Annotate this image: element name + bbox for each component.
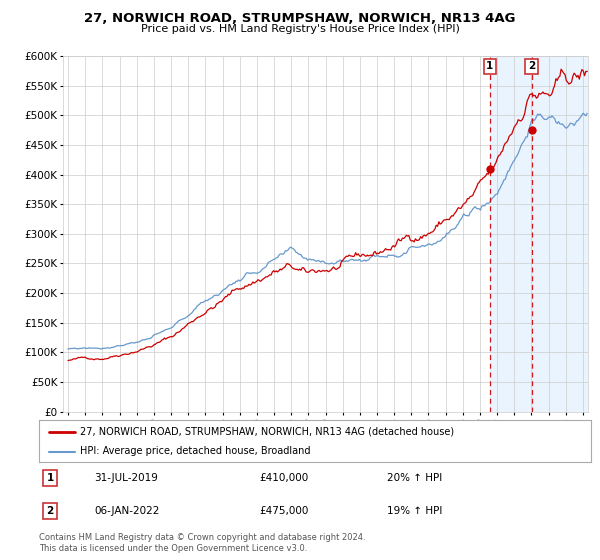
Text: £410,000: £410,000 bbox=[260, 473, 309, 483]
Text: 19% ↑ HPI: 19% ↑ HPI bbox=[387, 506, 442, 516]
Text: 27, NORWICH ROAD, STRUMPSHAW, NORWICH, NR13 4AG (detached house): 27, NORWICH ROAD, STRUMPSHAW, NORWICH, N… bbox=[80, 427, 455, 437]
Text: 20% ↑ HPI: 20% ↑ HPI bbox=[387, 473, 442, 483]
Text: £475,000: £475,000 bbox=[260, 506, 309, 516]
Text: 1: 1 bbox=[486, 62, 493, 71]
Text: Price paid vs. HM Land Registry's House Price Index (HPI): Price paid vs. HM Land Registry's House … bbox=[140, 24, 460, 34]
Text: 31-JUL-2019: 31-JUL-2019 bbox=[94, 473, 158, 483]
Bar bbox=[490, 56, 588, 412]
Text: HPI: Average price, detached house, Broadland: HPI: Average price, detached house, Broa… bbox=[80, 446, 311, 456]
Text: 27, NORWICH ROAD, STRUMPSHAW, NORWICH, NR13 4AG: 27, NORWICH ROAD, STRUMPSHAW, NORWICH, N… bbox=[84, 12, 516, 25]
Text: 1: 1 bbox=[46, 473, 53, 483]
Text: 06-JAN-2022: 06-JAN-2022 bbox=[94, 506, 160, 516]
Text: 2: 2 bbox=[528, 62, 535, 71]
Text: Contains HM Land Registry data © Crown copyright and database right 2024.
This d: Contains HM Land Registry data © Crown c… bbox=[39, 533, 365, 553]
Text: 2: 2 bbox=[46, 506, 53, 516]
